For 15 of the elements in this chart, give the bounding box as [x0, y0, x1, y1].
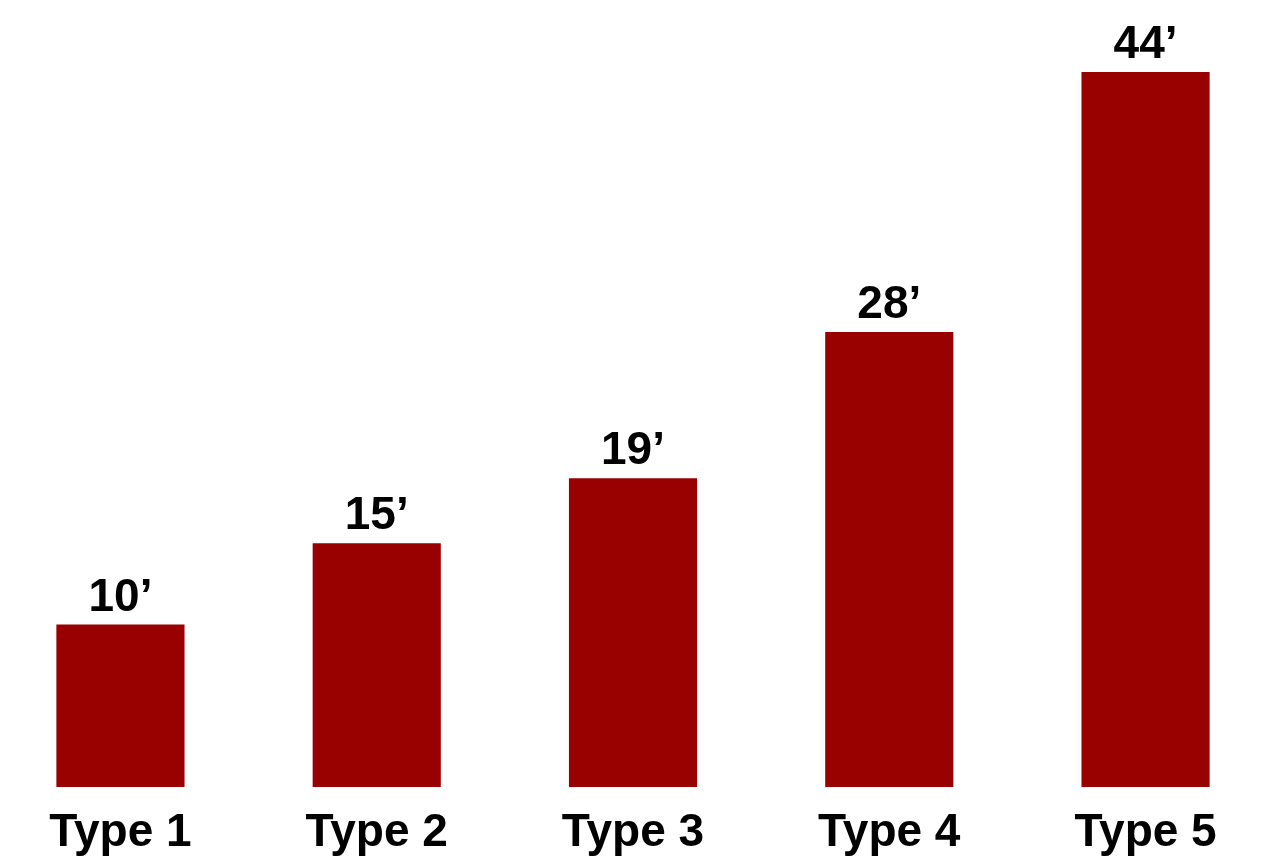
data-label: 15’ [344, 487, 409, 540]
x-tick-label: Type 5 [1074, 804, 1217, 856]
data-label: 28’ [857, 276, 922, 328]
bar [1081, 72, 1210, 787]
data-label: 44’ [1113, 16, 1178, 68]
bar [312, 543, 441, 787]
x-tick-label: Type 1 [49, 804, 192, 856]
x-tick-label: Type 2 [305, 804, 448, 856]
data-label: 19’ [601, 422, 665, 475]
bar [568, 478, 698, 787]
x-tick-label: Type 3 [561, 804, 705, 856]
bar [56, 624, 185, 787]
x-tick-label: Type 4 [818, 804, 961, 856]
bar [825, 332, 954, 787]
data-label: 10’ [88, 568, 153, 621]
